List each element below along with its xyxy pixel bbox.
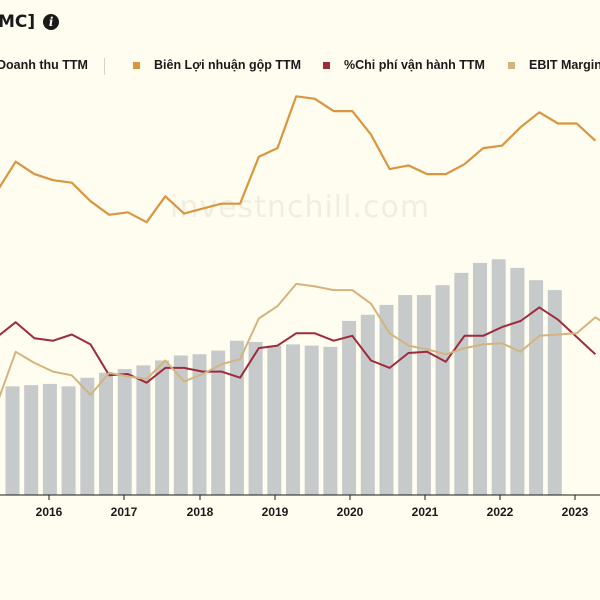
revenue-bar[interactable] [117,369,132,495]
legend-item-opex[interactable]: %Chi phí vận hành TTM [323,58,485,72]
revenue-bar[interactable] [416,295,431,495]
x-tick-label: 2017 [111,505,138,519]
revenue-bar[interactable] [304,345,319,495]
ebit-margin-line[interactable] [0,282,600,404]
x-tick-label: 2023 [562,505,589,519]
revenue-bar[interactable] [454,272,469,495]
revenue-bar[interactable] [360,314,375,495]
revenue-bar[interactable] [136,365,151,495]
legend: Doanh thu TTM Biên Lợi nhuận gộp TTM %Ch… [0,58,600,78]
legend-label-ebit: EBIT Margin [529,58,600,72]
legend-label-revenue: Doanh thu TTM [0,58,88,72]
legend-swatch-opex [323,61,330,69]
chart-title: MC] [0,12,36,32]
revenue-bar[interactable] [510,267,525,495]
legend-label-opex: %Chi phí vận hành TTM [344,58,485,72]
revenue-bar[interactable] [379,304,394,495]
legend-divider [104,58,105,75]
legend-item-ebit[interactable]: EBIT Margin [508,58,600,72]
revenue-bar[interactable] [342,320,357,495]
chart-title-row: MC] i [0,10,60,34]
x-tick-label: 2020 [337,505,364,519]
revenue-bar[interactable] [547,290,562,495]
legend-swatch-gross-margin [133,61,140,69]
x-tick-label: 2019 [262,505,289,519]
revenue-bar[interactable] [473,262,487,495]
revenue-bar[interactable] [61,386,76,495]
revenue-bar[interactable] [155,360,170,495]
legend-label-gross-margin: Biên Lợi nhuận gộp TTM [154,58,302,72]
legend-swatch-ebit [508,61,515,69]
revenue-bar[interactable] [529,280,544,495]
revenue-bar[interactable] [80,377,95,495]
x-tick-label: 2016 [36,505,63,519]
legend-item-gross-margin[interactable]: Biên Lợi nhuận gộp TTM [133,58,301,72]
watermark: investnchill.com [170,190,431,225]
revenue-bar[interactable] [99,372,113,495]
revenue-bar[interactable] [435,285,450,495]
legend-item-revenue[interactable]: Doanh thu TTM [0,58,88,72]
revenue-bar[interactable] [491,259,506,495]
x-tick-label: 2018 [187,505,214,519]
opex-line[interactable] [0,306,597,384]
revenue-bar[interactable] [173,355,188,495]
revenue-bar[interactable] [323,346,338,495]
revenue-bar[interactable] [229,340,244,495]
revenue-bar[interactable] [5,386,20,495]
revenue-bar[interactable] [286,344,300,495]
revenue-bar[interactable] [42,383,57,495]
revenue-bar[interactable] [24,385,39,495]
revenue-bar[interactable] [267,345,282,495]
x-tick-label: 2021 [412,505,439,519]
gross-margin-line[interactable] [0,95,597,224]
revenue-bar[interactable] [248,341,263,495]
info-icon[interactable]: i [43,14,60,30]
revenue-bar[interactable] [192,354,207,495]
revenue-bar[interactable] [398,295,413,495]
x-tick-label: 2022 [487,505,514,519]
revenue-bar[interactable] [211,350,226,495]
